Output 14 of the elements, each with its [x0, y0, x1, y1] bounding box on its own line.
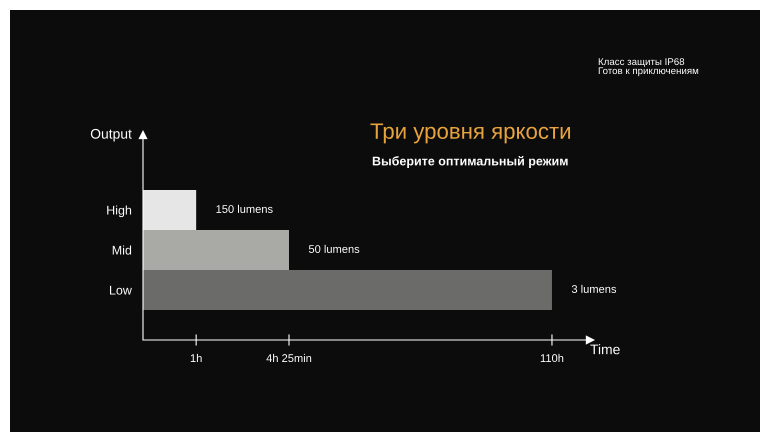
- y-tick-label: Mid: [112, 245, 132, 255]
- y-tick-label: Low: [110, 286, 132, 295]
- annotation: 4h 25min: [266, 354, 312, 362]
- chart-subtitle: Выберите оптимальный режим: [372, 156, 568, 168]
- y-axis-title: Output: [90, 128, 132, 142]
- annotation: 50 lumens: [308, 244, 360, 253]
- y-tick-label: High: [107, 205, 132, 218]
- text: Класс защиты IP68 Готов к приключениям: [598, 58, 698, 76]
- annotation: 150 lumens: [216, 204, 273, 213]
- x-axis-title: Time: [590, 344, 620, 354]
- annotation: 110h: [540, 354, 564, 362]
- annotation: 3 lumens: [572, 284, 616, 293]
- chart-title: Три уровня яркости: [370, 123, 570, 144]
- annotation: 1h: [190, 354, 202, 362]
